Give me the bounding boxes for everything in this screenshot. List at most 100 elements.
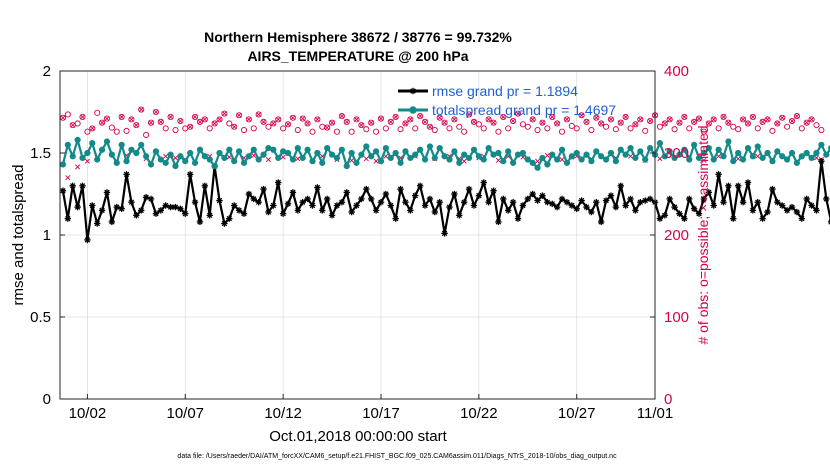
obs-assimilated-point <box>300 116 306 122</box>
rmse-marker-stroke <box>534 197 541 204</box>
rmse-marker-stroke <box>505 207 511 214</box>
obs-assimilated-stroke <box>197 119 203 125</box>
obs-assimilated-point <box>314 116 320 122</box>
obs-assimilated-point <box>60 115 66 121</box>
rmse-point <box>818 158 825 165</box>
rmse-marker-stroke <box>525 196 531 202</box>
rmse-marker-stroke <box>427 196 433 202</box>
obs-possible-point <box>720 113 727 120</box>
totalspread-point <box>314 149 321 157</box>
obs-assimilated-point <box>236 112 242 118</box>
obs-assimilated-point <box>618 120 624 126</box>
obs-assimilated-stroke <box>324 125 330 131</box>
obs-possible-point <box>475 121 482 128</box>
rmse-marker-stroke <box>407 207 414 214</box>
obs-assimilated-stroke <box>495 157 501 163</box>
rmse-point <box>769 185 776 193</box>
rmse-marker-stroke <box>755 199 761 205</box>
obs-assimilated-point <box>148 120 154 126</box>
rmse-marker-stroke <box>265 209 272 215</box>
totalspread-point <box>417 146 424 153</box>
obs-assimilated-stroke <box>280 154 286 160</box>
obs-possible-point <box>94 109 101 116</box>
totalspread-point <box>632 154 639 162</box>
rmse-marker-stroke <box>583 204 590 210</box>
rmse-point <box>456 212 463 219</box>
rmse-marker-stroke <box>706 189 712 196</box>
obs-assimilated-stroke <box>216 116 223 122</box>
obs-assimilated-point <box>608 116 614 122</box>
rmse-point <box>774 199 781 206</box>
y-tick-label: 0 <box>43 391 51 408</box>
obs-possible-point <box>377 115 385 122</box>
rmse-marker-stroke <box>784 207 790 214</box>
rmse-point <box>177 205 184 212</box>
obs-assimilated-stroke <box>510 118 516 124</box>
rmse-point <box>539 192 546 199</box>
totalspread-point <box>441 153 448 160</box>
totalspread-point <box>382 144 389 152</box>
rmse-point <box>783 207 791 214</box>
totalspread-point <box>671 154 678 162</box>
rmse-marker-stroke <box>319 207 325 214</box>
obs-possible-point <box>304 120 311 127</box>
obs-possible-point <box>191 113 199 120</box>
rmse-marker-stroke <box>167 204 174 210</box>
rmse-marker-stroke <box>730 215 737 222</box>
obs-possible-point <box>211 120 218 127</box>
obs-assimilated-stroke <box>261 119 267 125</box>
obs-possible-point <box>309 128 316 135</box>
obs-assimilated-stroke <box>740 116 746 122</box>
rmse-point <box>597 218 605 226</box>
totalspread-point <box>431 154 438 162</box>
rmse-point <box>627 195 634 203</box>
totalspread-point <box>74 136 81 143</box>
rmse-marker-stroke <box>192 199 198 205</box>
rmse-point <box>700 195 708 203</box>
totalspread-point <box>524 156 531 163</box>
obs-possible-point <box>661 120 668 127</box>
obs-assimilated-stroke <box>755 153 761 159</box>
totalspread-point <box>754 143 761 150</box>
obs-possible-point <box>627 125 634 132</box>
obs-assimilated-stroke <box>402 120 408 126</box>
totalspread-point <box>294 144 301 152</box>
obs-assimilated-stroke <box>676 120 682 126</box>
obs-assimilated-stroke <box>437 115 443 121</box>
rmse-point <box>475 192 483 199</box>
obs-assimilated-stroke <box>70 122 76 128</box>
obs-assimilated-stroke <box>765 116 771 122</box>
obs-assimilated-point <box>804 120 810 126</box>
rmse-marker-stroke <box>559 196 565 202</box>
obs-possible-point <box>436 114 443 121</box>
obs-assimilated-stroke <box>153 109 159 115</box>
rmse-marker-stroke <box>823 196 829 202</box>
obs-possible-point <box>759 118 766 125</box>
obs-assimilated-stroke <box>725 120 731 126</box>
rmse-marker-stroke <box>446 204 453 210</box>
rmse-point <box>642 197 649 204</box>
obs-possible-point <box>583 118 590 125</box>
rmse-point <box>147 195 155 203</box>
rmse-marker-stroke <box>197 219 203 225</box>
obs-assimilated-point <box>461 158 467 164</box>
obs-possible-point <box>177 117 184 125</box>
obs-assimilated-point <box>373 158 379 164</box>
obs-assimilated-point <box>358 122 364 128</box>
rmse-marker-stroke <box>177 206 184 212</box>
obs-assimilated-stroke <box>300 116 306 122</box>
totalspread-point <box>177 153 184 160</box>
y2-tick-label: 100 <box>664 309 689 326</box>
rmse-point <box>798 215 805 222</box>
obs-possible-point <box>162 125 169 132</box>
obs-possible-point <box>196 118 203 125</box>
totalspread-point <box>788 149 796 157</box>
totalspread-point <box>461 151 468 158</box>
rmse-marker-stroke <box>299 199 306 205</box>
obs-assimilated-stroke <box>632 121 638 127</box>
obs-possible-point <box>152 108 159 116</box>
totalspread-point <box>813 149 820 157</box>
obs-assimilated-stroke <box>579 112 585 118</box>
rmse-point <box>372 207 380 214</box>
obs-possible-point <box>456 123 463 130</box>
